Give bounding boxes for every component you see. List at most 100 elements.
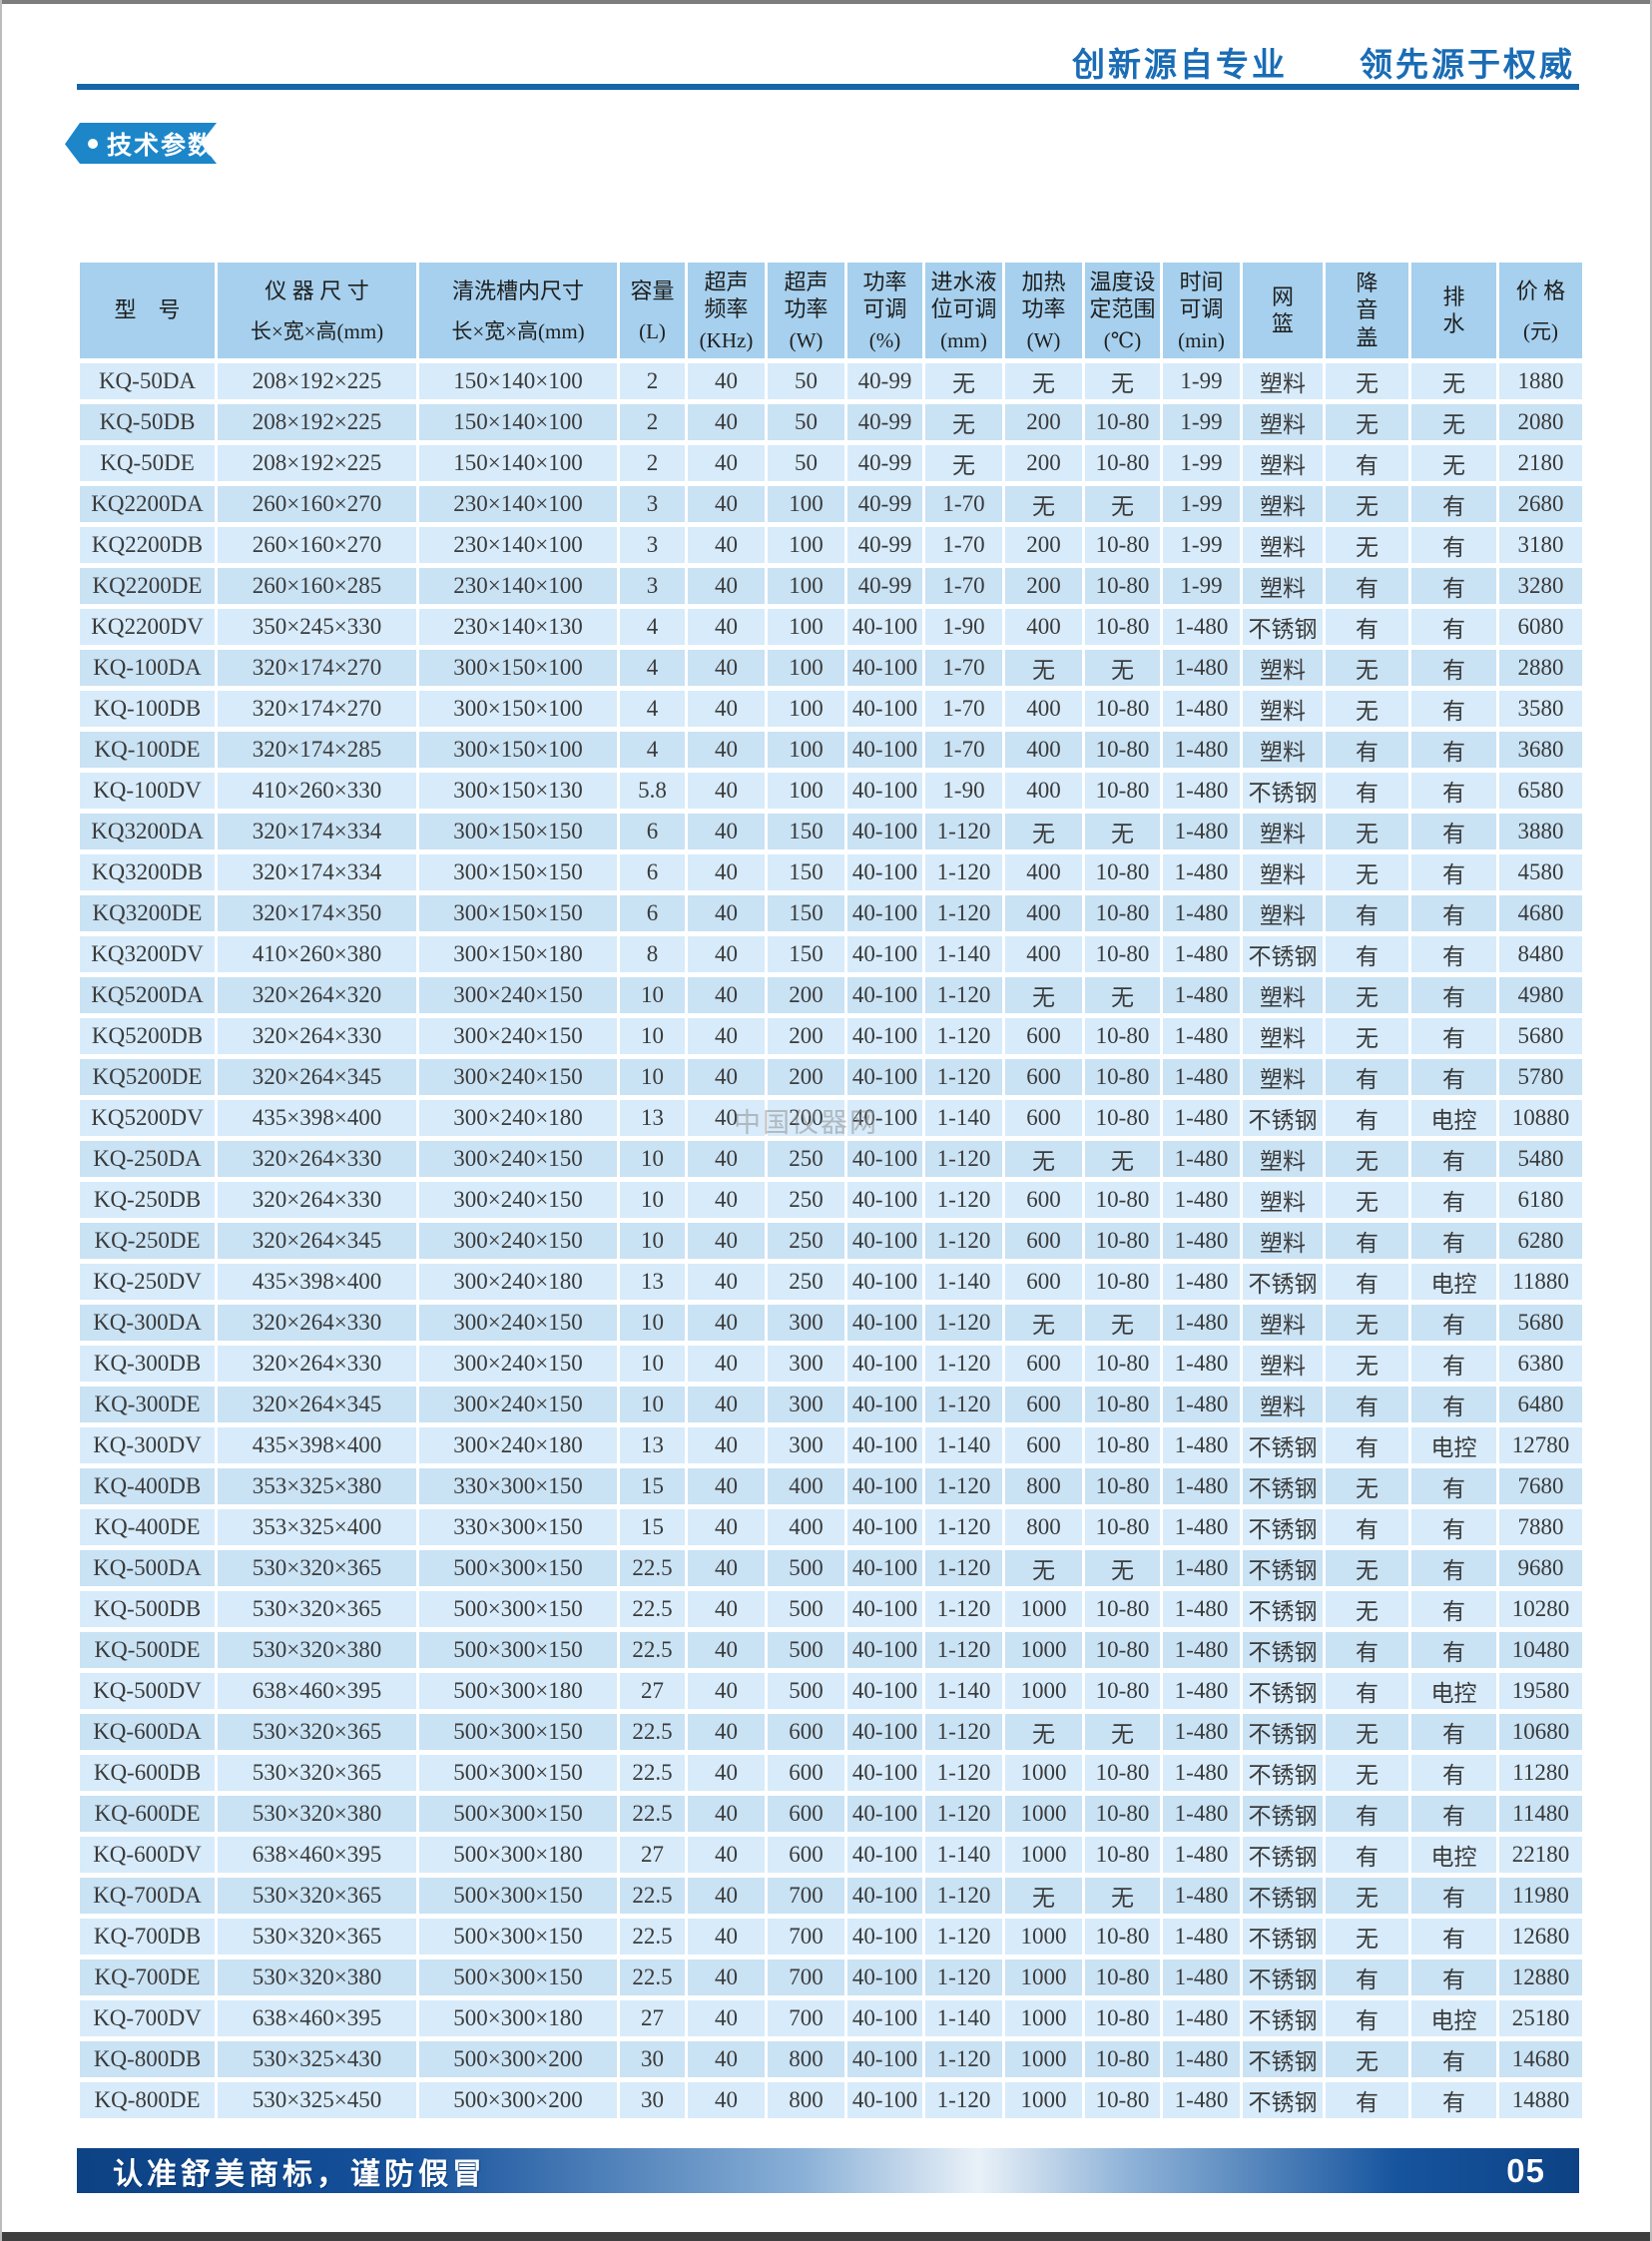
column-label: 超声 功率 [784,269,828,322]
table-cell: 200 [768,1059,844,1095]
table-cell: 530×320×365 [218,1755,416,1791]
table-cell: 不锈钢 [1243,1509,1323,1545]
table-cell: 208×192×225 [218,404,416,440]
table-cell: 无 [1005,650,1082,686]
table-cell: 530×320×365 [218,1714,416,1750]
table-cell: 2 [620,404,685,440]
table-row: KQ2200DB 260×160×270 230×140×100 3 40 100 40-9… [80,527,1582,563]
table-row: KQ-100DV 410×260×330 300×150×130 5.8 40 100 40… [80,773,1582,809]
table-row: KQ5200DV 435×398×400 300×240×180 13 40 200 40-… [80,1100,1582,1136]
table-cell: 无 [1005,486,1082,522]
table-cell: 1-120 [925,1182,1002,1218]
table-cell: 1-120 [925,814,1002,849]
table-cell: 7680 [1499,1468,1582,1504]
table-cell: 350×245×330 [218,609,416,645]
table-cell: 40 [688,1427,765,1463]
table-cell: 100 [768,773,844,809]
table-cell: 600 [768,1796,844,1832]
table-cell: 400 [768,1509,844,1545]
table-cell: 600 [1005,1059,1082,1095]
table-cell: 208×192×225 [218,445,416,481]
table-row: KQ-300DV 435×398×400 300×240×180 13 40 300 40-… [80,1427,1582,1463]
table-cell: 1-140 [925,2000,1002,2036]
table-cell: 40-100 [847,609,922,645]
table-cell: 无 [1326,1591,1408,1627]
table-cell: 500×300×150 [419,1960,617,1995]
table-cell: 500×300×180 [419,1673,617,1709]
table-cell: 320×174×350 [218,895,416,931]
table-cell: 100 [768,609,844,645]
table-cell: 塑料 [1243,1059,1323,1095]
table-cell: 无 [1326,1305,1408,1341]
table-cell: 无 [1005,1550,1082,1586]
table-cell: 2880 [1499,650,1582,686]
table-cell: 无 [1326,404,1408,440]
column-unit: (min) [1178,327,1225,352]
table-cell: 无 [1085,1550,1160,1586]
table-row: KQ-250DV 435×398×400 300×240×180 13 40 250 40-… [80,1264,1582,1300]
table-cell: 有 [1411,1223,1496,1259]
table-cell: 1000 [1005,1591,1082,1627]
table-cell: 1-480 [1163,1059,1240,1095]
table-cell: 40 [688,2041,765,2077]
table-cell: 塑料 [1243,1182,1323,1218]
table-cell: 1-480 [1163,2041,1240,2077]
table-cell: 10 [620,1305,685,1341]
table-cell: 10-80 [1085,1509,1160,1545]
table-cell: 1-480 [1163,1387,1240,1422]
model-cell: KQ2200DE [80,568,215,604]
table-cell: 250 [768,1141,844,1177]
table-row: KQ-300DB 320×264×330 300×240×150 10 40 300 40-… [80,1346,1582,1382]
table-cell: 40-100 [847,1550,922,1586]
table-cell: 40 [688,936,765,972]
column-label: 仪 器 尺 寸 [265,279,369,304]
table-cell: 320×174×334 [218,814,416,849]
table-cell: 1-120 [925,895,1002,931]
model-cell: KQ-50DE [80,445,215,481]
table-cell: 40-100 [847,1960,922,1995]
table-cell: 200 [1005,568,1082,604]
table-cell: 10-80 [1085,936,1160,972]
table-cell: 600 [768,1714,844,1750]
table-cell: 1-90 [925,773,1002,809]
table-row: KQ5200DB 320×264×330 300×240×150 10 40 200 40-… [80,1018,1582,1054]
table-cell: 有 [1326,732,1408,768]
table-cell: 有 [1326,568,1408,604]
table-cell: 4 [620,609,685,645]
column-header: 超声 频率 (KHz) [688,263,765,358]
table-cell: 10 [620,1059,685,1095]
table-cell: 有 [1411,977,1496,1013]
table-cell: 320×174×270 [218,691,416,727]
table-cell: 有 [1411,1878,1496,1914]
table-cell: 10-80 [1085,568,1160,604]
table-cell: 1-140 [925,1837,1002,1873]
table-cell: 40 [688,1550,765,1586]
table-cell: 10-80 [1085,1264,1160,1300]
table-cell: 1-120 [925,1591,1002,1627]
table-cell: 7880 [1499,1509,1582,1545]
table-cell: 500×300×200 [419,2082,617,2118]
table-cell: 30 [620,2041,685,2077]
table-cell: 5680 [1499,1018,1582,1054]
table-cell: 10680 [1499,1714,1582,1750]
table-cell: 无 [1326,1018,1408,1054]
table-cell: 22.5 [620,1796,685,1832]
table-cell: 22.5 [620,1714,685,1750]
table-cell: 260×160×270 [218,527,416,563]
column-label: 温度设 定范围 [1089,269,1156,322]
table-cell: 不锈钢 [1243,609,1323,645]
table-cell: 8 [620,936,685,972]
table-cell: 320×264×330 [218,1141,416,1177]
table-cell: 不锈钢 [1243,1960,1323,1995]
table-cell: 电控 [1411,1427,1496,1463]
table-row: KQ-700DB 530×320×365 500×300×150 22.5 40 700 4… [80,1919,1582,1955]
table-cell: 无 [1326,2041,1408,2077]
table-cell: 3 [620,527,685,563]
table-cell: 2680 [1499,486,1582,522]
table-cell: 塑料 [1243,1018,1323,1054]
table-cell: 10 [620,1223,685,1259]
table-cell: 100 [768,486,844,522]
table-row: KQ5200DE 320×264×345 300×240×150 10 40 200 40-… [80,1059,1582,1095]
table-cell: 1-120 [925,854,1002,890]
table-cell: 638×460×395 [218,2000,416,2036]
